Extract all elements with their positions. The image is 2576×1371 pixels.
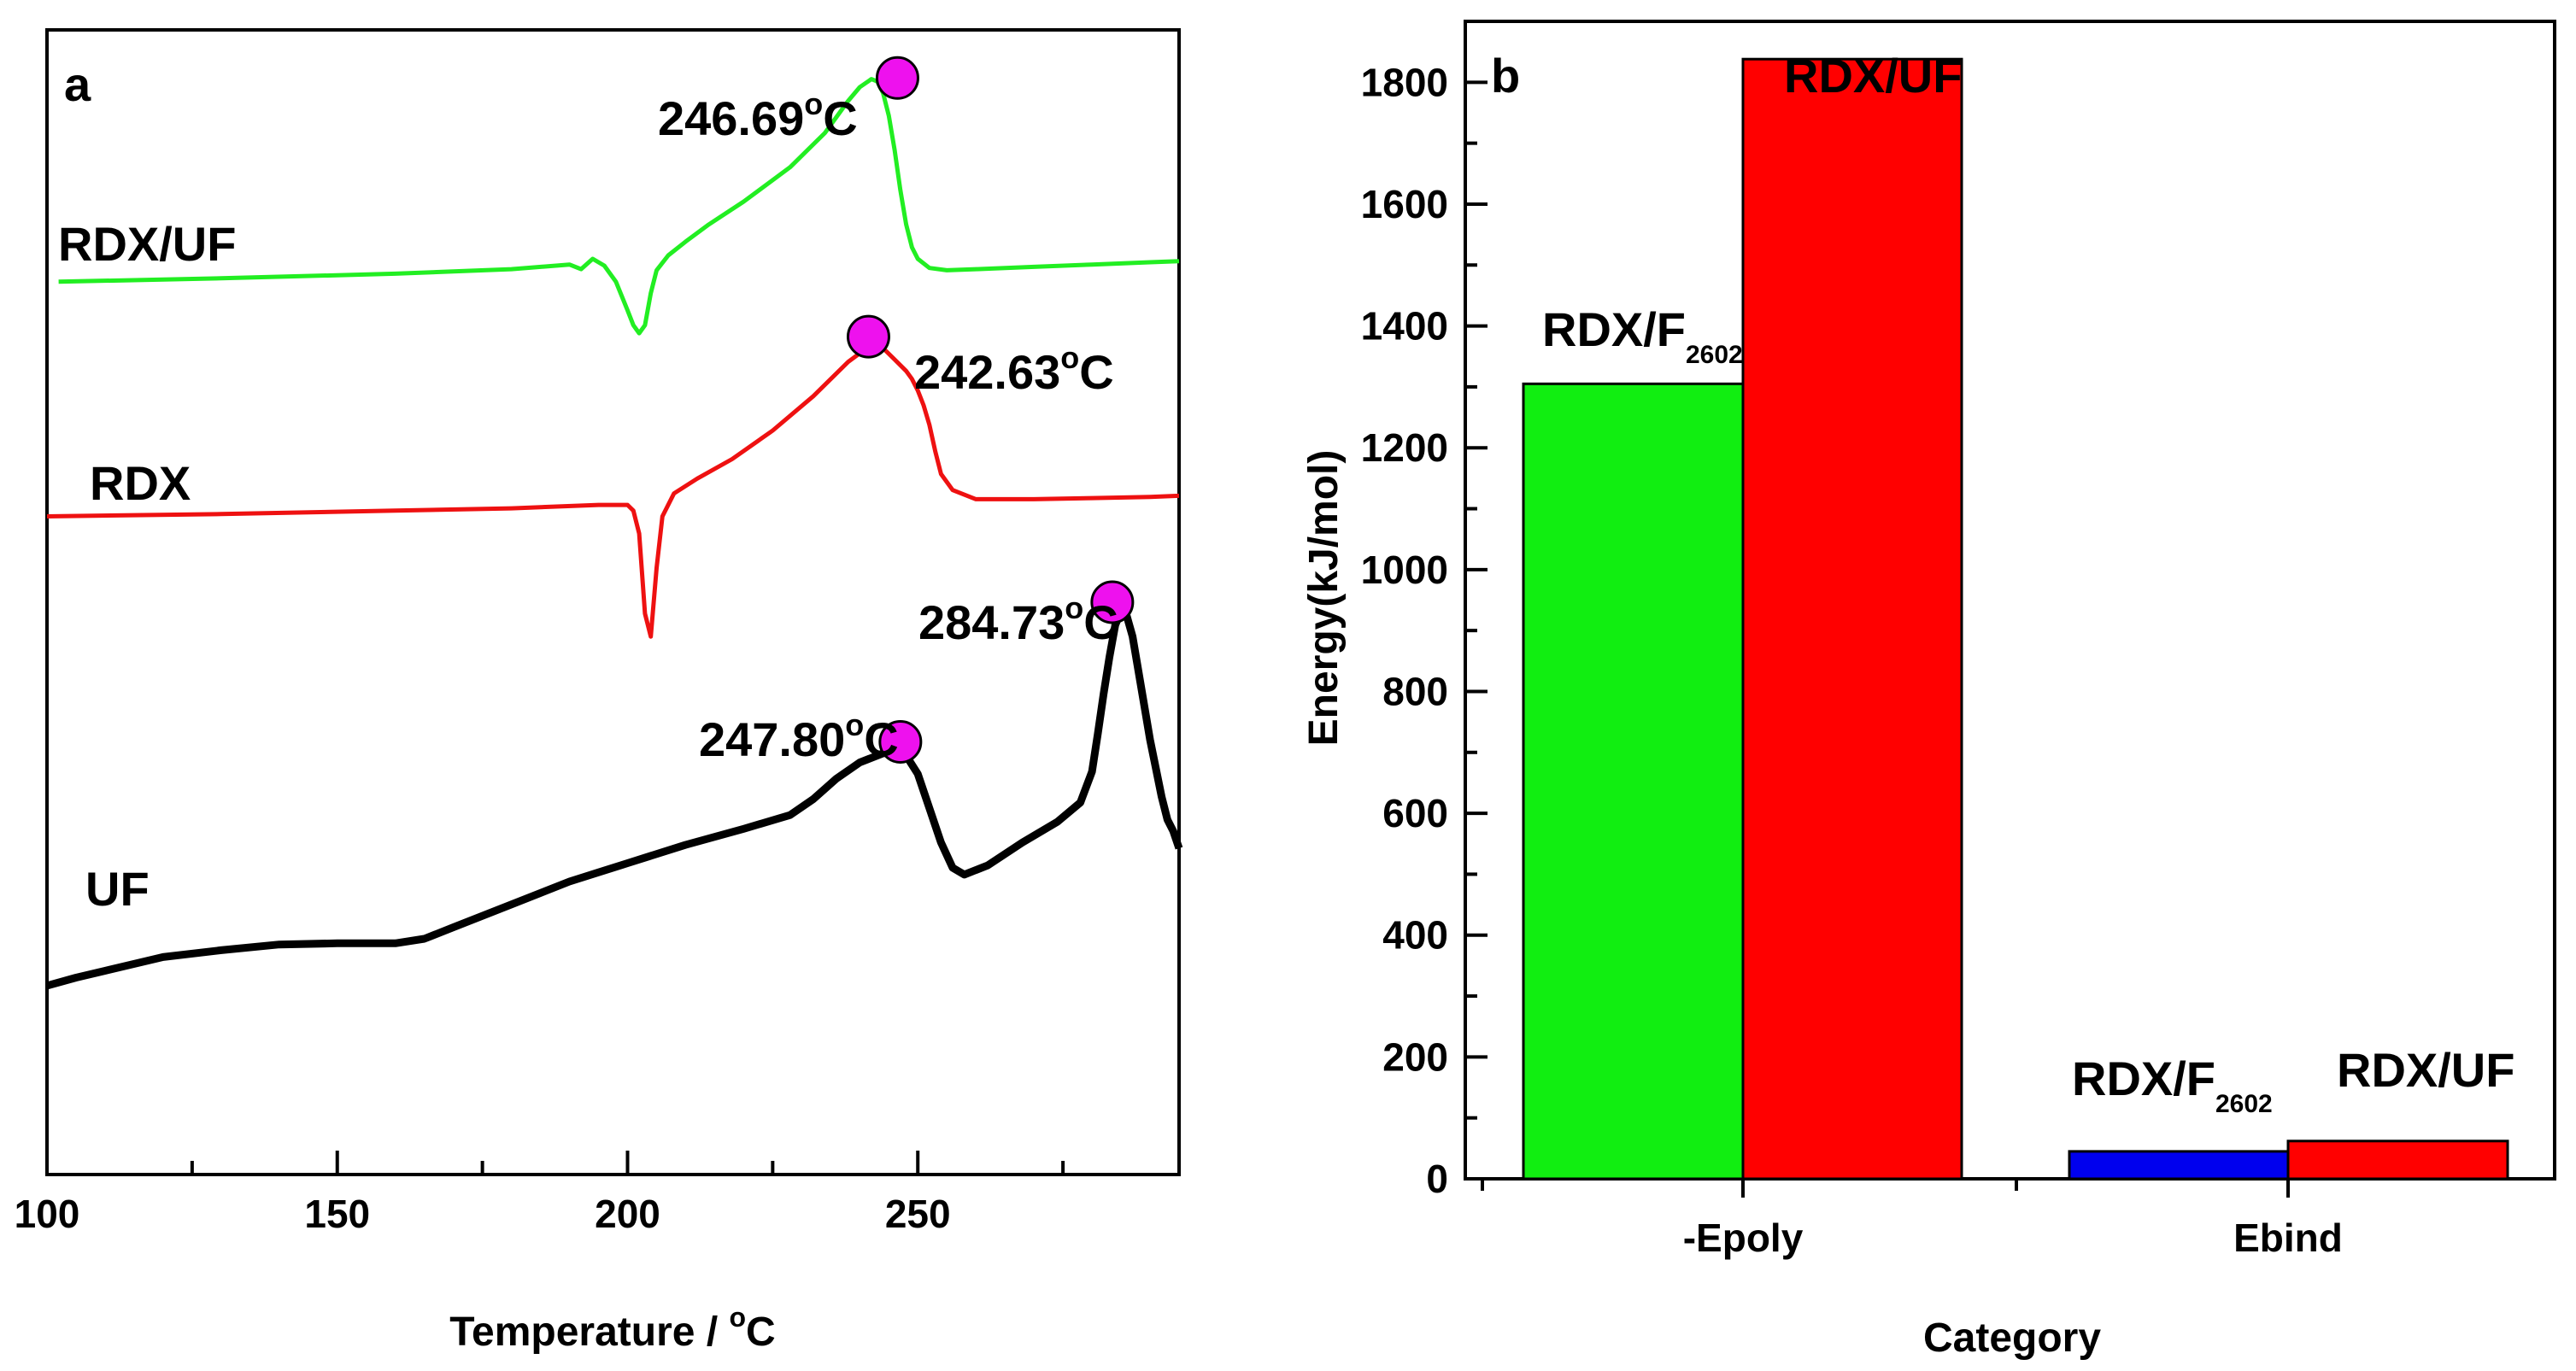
bar-label-ebind-rdx-uf: RDX/UF <box>2337 1043 2514 1097</box>
peak-marker-3 <box>878 719 923 764</box>
panel-a-series <box>45 77 1183 990</box>
x-tick-label-ebind: Ebind <box>2233 1216 2343 1260</box>
y-tick-label-1600: 1600 <box>1361 182 1448 226</box>
panel-a-peak-markers <box>846 56 1135 764</box>
bar-epoly-rdx-f2602 <box>1522 382 1745 1181</box>
panel-b-x-axis-title: Category <box>1923 1315 2101 1361</box>
series-line-rdx-uf <box>58 77 1180 336</box>
panel-b-x-ticks: -Epoly Ebind <box>1481 1179 2343 1260</box>
y-tick-label-0: 0 <box>1426 1157 1448 1201</box>
y-tick-label-400: 400 <box>1382 913 1448 958</box>
series-label-rdx: RDX <box>90 456 191 510</box>
x-tick-label-epoly: -Epoly <box>1683 1216 1804 1260</box>
y-tick-label-1200: 1200 <box>1361 425 1448 470</box>
panel-b-label: b <box>1491 49 1520 103</box>
bar-epoly-rdx-uf <box>1741 57 1963 1181</box>
bar-ebind-rdx-f2602 <box>2068 1150 2290 1181</box>
panel-b-bars <box>1522 57 2509 1181</box>
panel-b-y-axis-title: Energy(kJ/mol) <box>1301 450 1347 747</box>
panel-a-frame <box>45 28 1181 1176</box>
panel-b: b 0 200 400 600 800 1000 1200 1400 1600 1800 -Epo… <box>1301 20 2556 1361</box>
panel-a-x-ticks: 100 150 200 250 <box>15 1151 1065 1236</box>
y-tick-label-600: 600 <box>1382 791 1448 835</box>
peak-marker-1 <box>875 56 919 100</box>
x-tick-label-250: 250 <box>885 1192 951 1236</box>
panel-a: a 100 150 200 250 RDX/UF RDX UF 246.69oC 24… <box>15 28 1183 1355</box>
y-tick-label-1800: 1800 <box>1361 60 1448 104</box>
y-tick-label-1400: 1400 <box>1361 304 1448 349</box>
bar-label-epoly-rdx-f2602: RDX/F2602 <box>1542 302 1743 369</box>
series-line-uf <box>45 607 1183 990</box>
x-tick-label-100: 100 <box>15 1192 80 1236</box>
bar-label-ebind-rdx-f2602: RDX/F2602 <box>2072 1052 2273 1118</box>
peak-label-3: 247.80oC <box>699 707 899 766</box>
peak-label-2: 242.63oC <box>914 340 1114 399</box>
x-tick-label-150: 150 <box>304 1192 370 1236</box>
peak-label-1: 246.69oC <box>658 86 858 145</box>
panel-a-label: a <box>64 57 91 111</box>
peak-marker-2 <box>846 314 890 359</box>
series-line-rdx <box>46 343 1180 639</box>
series-label-rdx-uf: RDX/UF <box>58 217 236 271</box>
peak-marker-4 <box>1090 580 1135 624</box>
panel-a-x-axis-title: Temperature / oC <box>449 1302 775 1355</box>
series-label-uf: UF <box>85 862 150 916</box>
y-tick-label-1000: 1000 <box>1361 548 1448 592</box>
y-tick-label-800: 800 <box>1382 669 1448 713</box>
bar-ebind-rdx-uf <box>2286 1140 2509 1181</box>
panel-b-y-ticks: 0 200 400 600 800 1000 1200 1400 1600 1800 <box>1361 60 1488 1201</box>
y-tick-label-200: 200 <box>1382 1034 1448 1079</box>
bar-label-epoly-rdx-uf: RDX/UF <box>1784 49 1962 103</box>
x-tick-label-200: 200 <box>595 1192 660 1236</box>
peak-label-4: 284.73oC <box>918 590 1118 649</box>
panel-b-frame <box>1464 20 2556 1181</box>
